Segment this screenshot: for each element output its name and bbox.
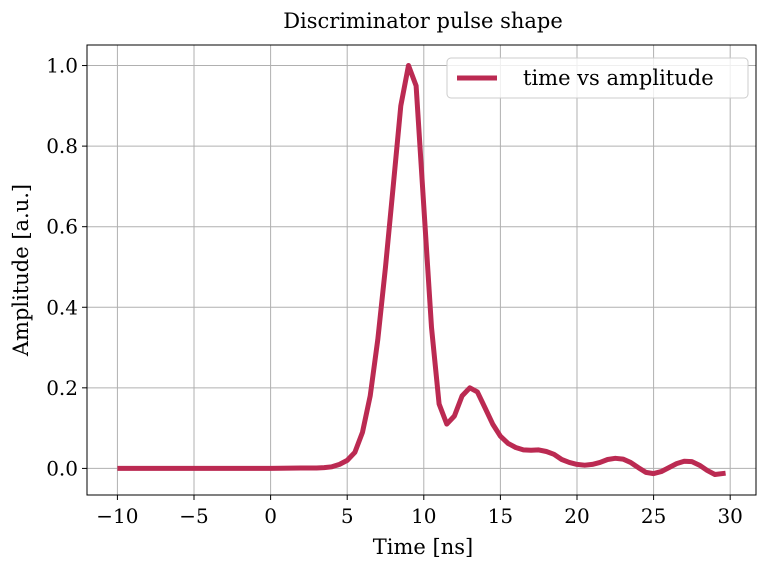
x-tick-label: 20 xyxy=(564,504,589,528)
plot-frame xyxy=(86,44,757,496)
x-tick-label: −5 xyxy=(179,504,208,528)
x-tick-label: 15 xyxy=(488,504,513,528)
x-tick-label: 10 xyxy=(411,504,436,528)
x-tick-label: 30 xyxy=(717,504,742,528)
y-tick-label: 0.4 xyxy=(46,295,78,319)
legend-box xyxy=(446,57,749,99)
legend-label: time vs amplitude xyxy=(523,66,714,90)
y-tick-label: 0.6 xyxy=(46,215,78,239)
x-tick-label: 25 xyxy=(641,504,666,528)
x-axis-label: Time [ns] xyxy=(373,535,473,559)
y-tick-label: 0.2 xyxy=(46,376,78,400)
x-tick-label: 5 xyxy=(341,504,354,528)
data-line xyxy=(117,63,726,477)
x-tick-label: −10 xyxy=(96,504,138,528)
chart-title: Discriminator pulse shape xyxy=(283,9,563,33)
y-axis-label: Amplitude [a.u.] xyxy=(9,184,33,357)
y-tick-label: 1.0 xyxy=(46,54,78,78)
x-tick-label: 0 xyxy=(264,504,277,528)
y-tick-label: 0.8 xyxy=(46,134,78,158)
y-tick-label: 0.0 xyxy=(46,456,78,480)
